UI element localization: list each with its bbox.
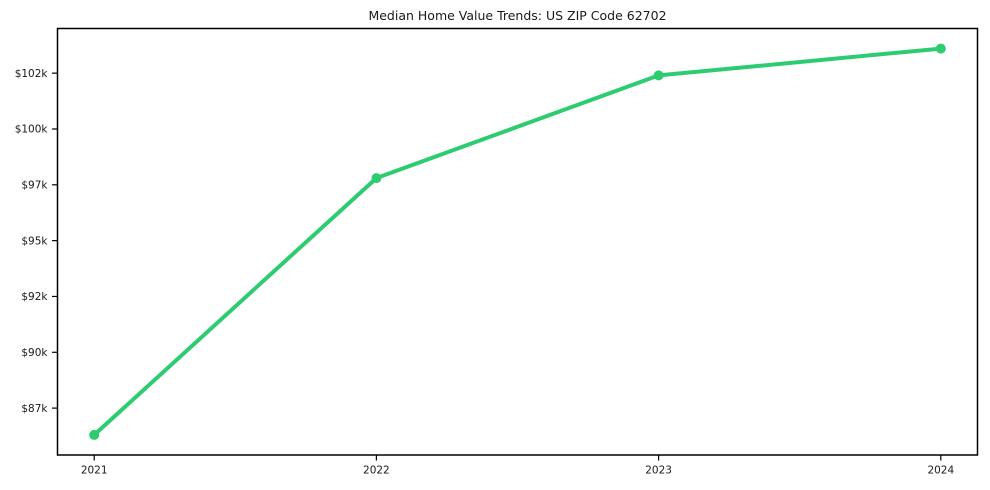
y-tick-label: $97k <box>21 180 48 192</box>
x-tick-label: 2022 <box>363 465 390 477</box>
data-point-marker <box>371 173 382 184</box>
plot-frame <box>56 27 979 456</box>
y-tick-label: $100k <box>15 124 49 136</box>
trend-line <box>92 46 943 437</box>
x-tick-label: 2024 <box>927 465 954 477</box>
data-point-marker <box>935 43 946 54</box>
data-point-marker <box>653 70 664 81</box>
series-group <box>89 43 946 440</box>
chart-title: Median Home Value Trends: US ZIP Code 62… <box>368 8 666 23</box>
y-tick-label: $95k <box>21 235 48 247</box>
y-tick-label: $87k <box>21 403 48 415</box>
y-tick-label: $90k <box>21 347 48 359</box>
y-tick-label: $102k <box>15 68 49 80</box>
y-axis: $87k $90k $92k $95k $97k $100k $102k <box>15 68 58 415</box>
data-point-marker <box>89 429 100 440</box>
x-axis: 2021 2022 2023 2024 <box>81 455 954 477</box>
x-tick-label: 2023 <box>645 465 672 477</box>
x-tick-label: 2021 <box>81 465 108 477</box>
y-tick-label: $92k <box>21 291 48 303</box>
